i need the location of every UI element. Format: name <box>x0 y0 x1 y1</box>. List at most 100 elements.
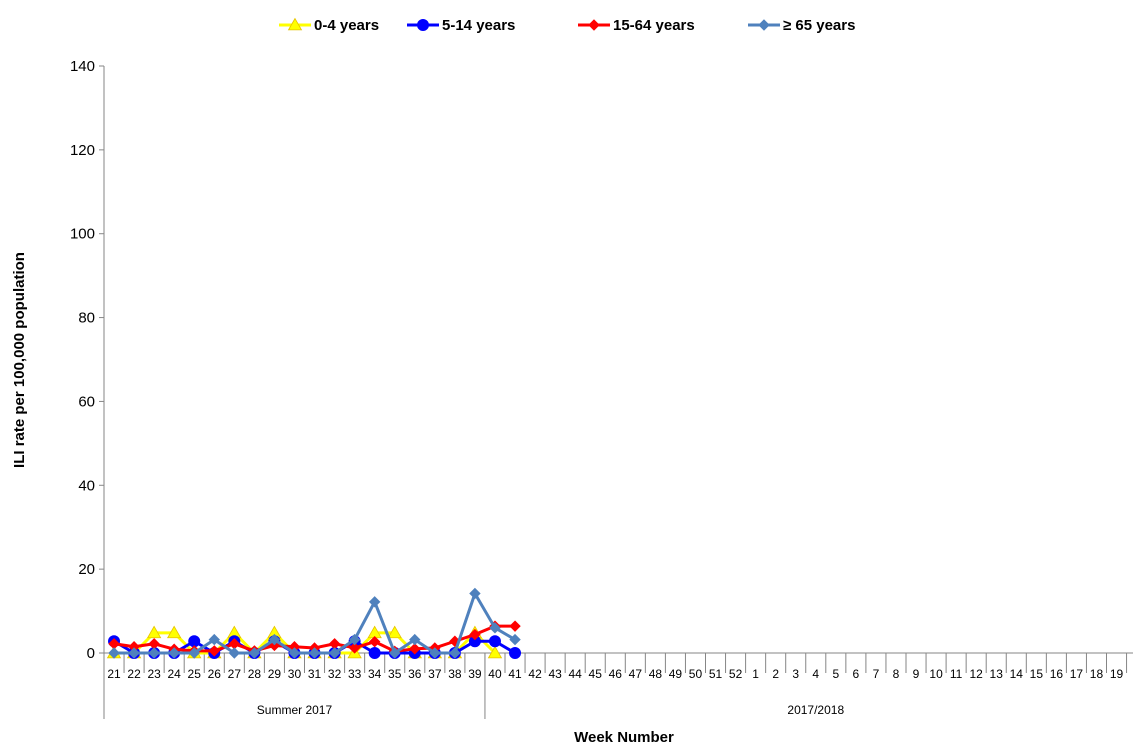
data-point <box>389 647 401 659</box>
data-point <box>429 647 441 659</box>
data-point <box>449 647 461 659</box>
legend-label: 5-14 years <box>442 17 515 34</box>
data-point <box>268 633 281 646</box>
data-point <box>208 633 220 646</box>
x-tick-label: 30 <box>288 667 302 681</box>
y-axis-ticks: 0 20 40 60 80 100 120 140 <box>70 58 104 662</box>
y-axis-title: ILI rate per 100,000 population <box>11 252 28 468</box>
x-tick-label: 52 <box>729 667 743 681</box>
data-point <box>108 647 120 659</box>
x-tick-label: 23 <box>147 667 161 681</box>
x-tick-label: 49 <box>669 667 683 681</box>
data-point <box>168 647 180 659</box>
x-tick-label: 9 <box>913 667 920 681</box>
data-point <box>248 647 261 659</box>
legend-label: 15-64 years <box>613 17 695 34</box>
x-tick-label: 13 <box>990 667 1004 681</box>
y-tick-label: 60 <box>78 393 95 410</box>
x-tick-label: 11 <box>950 667 963 681</box>
x-tick-label: 32 <box>328 667 342 681</box>
data-point <box>288 647 301 659</box>
x-tick-label: 15 <box>1030 667 1044 681</box>
x-tick-label: 47 <box>629 667 643 681</box>
data-point <box>308 647 321 659</box>
data-point <box>409 643 421 655</box>
x-tick-label: 51 <box>709 667 723 681</box>
x-tick-label: 25 <box>188 667 202 681</box>
x-tick-label: 17 <box>1070 667 1084 681</box>
series-group <box>106 587 522 659</box>
x-tick-label: 50 <box>689 667 703 681</box>
x-group-label: 2017/2018 <box>787 703 844 717</box>
data-point <box>368 596 381 608</box>
data-point <box>509 647 522 659</box>
data-point <box>148 638 160 650</box>
x-tick-label: 27 <box>228 667 242 681</box>
data-point <box>509 633 521 646</box>
x-axis-title: Week Number <box>574 729 674 746</box>
x-tick-label: 1 <box>752 667 759 681</box>
data-point <box>208 645 220 657</box>
x-tick-label: 40 <box>488 667 502 681</box>
data-point <box>188 635 201 648</box>
data-point <box>146 625 162 639</box>
x-tick-label: 28 <box>248 667 262 681</box>
x-tick-label: 18 <box>1090 667 1104 681</box>
x-tick-label: 12 <box>969 667 983 681</box>
x-tick-label: 16 <box>1050 667 1064 681</box>
data-point <box>509 620 521 632</box>
x-group-label: Summer 2017 <box>257 703 333 717</box>
y-tick-label: 100 <box>70 226 95 243</box>
series-4 <box>108 587 521 659</box>
legend: 0-4 years 5-14 years 15-64 years ≥ 65 years <box>279 17 855 34</box>
x-tick-label: 29 <box>268 667 282 681</box>
y-tick-label: 80 <box>78 310 95 327</box>
x-tick-label: 21 <box>107 667 121 681</box>
y-tick-label: 40 <box>78 477 95 494</box>
data-point <box>368 635 381 648</box>
legend-marker <box>417 19 429 31</box>
data-point <box>188 647 200 659</box>
x-axis-ticks: 21 22 23 24 25 26 27 28 29 30 31 32 33 34 35 36 37 38 39 40… <box>107 653 1128 719</box>
x-tick-label: 39 <box>468 667 482 681</box>
x-tick-label: 37 <box>428 667 442 681</box>
legend-label: 0-4 years <box>314 17 379 34</box>
x-tick-label: 8 <box>893 667 900 681</box>
data-point <box>387 625 402 639</box>
legend-marker <box>588 19 600 31</box>
data-point <box>489 622 501 634</box>
x-tick-label: 48 <box>649 667 663 681</box>
data-point <box>348 642 361 654</box>
data-point <box>488 635 501 648</box>
x-tick-label: 31 <box>308 667 322 681</box>
legend-item: 15-64 years <box>578 17 695 34</box>
x-tick-label: 7 <box>873 667 880 681</box>
x-tick-label: 42 <box>528 667 542 681</box>
x-tick-label: 26 <box>208 667 222 681</box>
x-tick-label: 24 <box>167 667 181 681</box>
x-tick-label: 10 <box>929 667 943 681</box>
x-tick-label: 33 <box>348 667 362 681</box>
x-tick-label: 22 <box>127 667 141 681</box>
data-point <box>409 633 421 646</box>
x-tick-label: 45 <box>589 667 603 681</box>
x-tick-label: 19 <box>1110 667 1124 681</box>
data-point <box>328 638 341 650</box>
data-point <box>469 587 481 600</box>
data-point <box>469 628 481 641</box>
axes <box>103 66 1133 719</box>
x-tick-label: 2 <box>772 667 779 681</box>
data-point <box>128 647 140 659</box>
x-tick-label: 5 <box>832 667 839 681</box>
data-point <box>228 647 241 659</box>
legend-item: ≥ 65 years <box>748 17 855 34</box>
x-tick-label: 46 <box>609 667 623 681</box>
y-tick-label: 0 <box>87 645 95 662</box>
legend-item: 5-14 years <box>407 17 515 34</box>
data-point <box>328 647 341 659</box>
x-tick-label: 35 <box>388 667 402 681</box>
x-tick-label: 41 <box>508 667 522 681</box>
legend-label: ≥ 65 years <box>783 17 855 34</box>
data-point <box>148 647 160 659</box>
